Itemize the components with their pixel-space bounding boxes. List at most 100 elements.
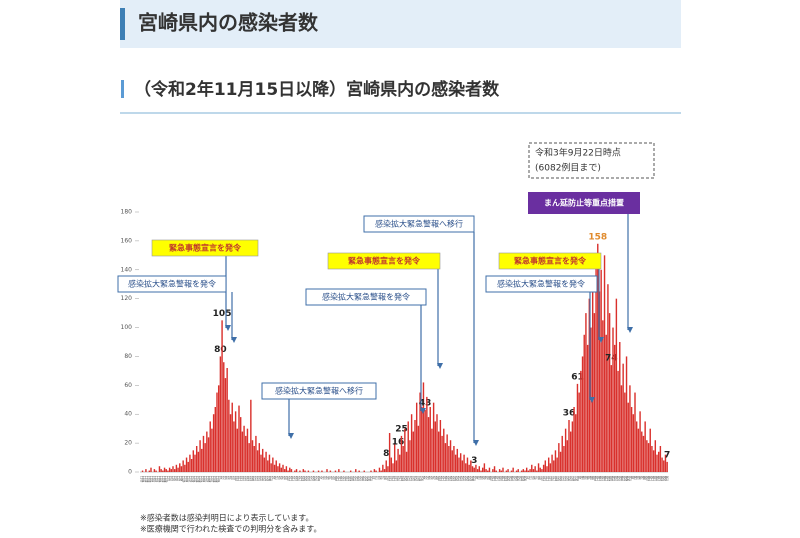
- bar: [402, 446, 404, 472]
- x-tick-label: 1/29: [266, 476, 269, 482]
- x-tick-label: 7/25: [566, 476, 569, 482]
- x-tick-label: 7/17: [552, 476, 555, 482]
- callout-box: [528, 192, 640, 214]
- bar: [458, 457, 460, 472]
- x-tick-label: 12/9: [180, 476, 183, 482]
- x-tick-label: 1/14: [241, 476, 244, 482]
- bar: [248, 443, 250, 472]
- bar: [258, 443, 261, 472]
- bar: [278, 463, 281, 472]
- bar: [170, 469, 173, 472]
- bar: [245, 435, 247, 472]
- bar: [646, 440, 648, 472]
- x-tick-label: 8/1: [578, 476, 581, 480]
- x-tick-label: 11/30: [165, 476, 168, 483]
- x-tick-label: 3/23: [356, 476, 359, 482]
- bar: [637, 428, 640, 472]
- x-tick-label: 2/26: [314, 476, 317, 482]
- x-tick-label: 12/2: [168, 476, 171, 482]
- bar: [608, 313, 611, 472]
- bar: [602, 320, 604, 472]
- bar: [605, 334, 607, 472]
- bar: [505, 470, 508, 472]
- note: ※医療機関で行われた検査での判明分を含みます。: [140, 524, 322, 534]
- x-tick-label: 2/1: [271, 476, 274, 480]
- callout-text: 緊急事態宣言を発令: [514, 256, 587, 266]
- x-tick-label: 12/14: [188, 476, 191, 483]
- bar: [448, 446, 450, 472]
- bar: [238, 405, 240, 472]
- bar: [195, 446, 198, 472]
- x-tick-label: 9/5: [637, 476, 640, 480]
- bar: [201, 448, 203, 472]
- bar: [635, 421, 638, 472]
- x-tick-label: 4/10: [386, 476, 389, 482]
- bar: [586, 344, 589, 472]
- x-tick-label: 2/10: [287, 476, 290, 482]
- bar: [317, 470, 320, 472]
- x-tick-label: 3/20: [351, 476, 354, 482]
- x-tick-label: 3/19: [349, 476, 352, 482]
- bar: [461, 460, 464, 472]
- bar: [223, 362, 225, 472]
- bar: [179, 463, 181, 472]
- bar: [334, 470, 337, 472]
- x-tick-label: 8/9: [591, 476, 594, 480]
- value-label: 36: [563, 409, 576, 419]
- x-tick-label: 5/14: [444, 476, 447, 482]
- bar: [663, 460, 665, 472]
- bar: [421, 407, 423, 472]
- bar: [250, 399, 252, 472]
- x-tick-label: 12/21: [200, 476, 203, 483]
- x-tick-label: 6/19: [505, 476, 508, 482]
- x-tick-label: 4/24: [410, 476, 413, 482]
- bar: [546, 466, 548, 472]
- x-tick-label: 12/3: [170, 476, 173, 482]
- x-tick-label: 11/27: [160, 476, 163, 483]
- bar: [287, 470, 289, 472]
- bar: [495, 470, 497, 472]
- x-tick-label: 9/11: [647, 476, 650, 482]
- x-tick-label: 3/26: [361, 476, 364, 482]
- bar: [598, 291, 601, 472]
- page-title: 宮崎県内の感染者数: [138, 11, 319, 35]
- x-tick-label: 6/12: [493, 476, 496, 482]
- y-tick-label: 180: [121, 209, 133, 216]
- bar: [268, 454, 271, 472]
- x-tick-label: 4/30: [420, 476, 423, 482]
- x-tick-label: 4/7: [381, 476, 384, 480]
- bar: [280, 467, 283, 472]
- x-tick-label: 4/17: [398, 476, 401, 482]
- x-tick-label: 6/1: [474, 476, 477, 480]
- x-tick-label: 4/14: [393, 476, 396, 482]
- bar: [202, 435, 205, 472]
- bar: [465, 463, 467, 472]
- bar: [500, 470, 503, 472]
- x-tick-label: 5/27: [466, 476, 469, 482]
- x-tick-label: 11/16: [141, 476, 144, 483]
- x-tick-label: 5/18: [451, 476, 454, 482]
- x-tick-label: 5/15: [446, 476, 449, 482]
- x-tick-label: 11/23: [153, 476, 156, 483]
- bar: [600, 269, 602, 472]
- bar: [612, 327, 614, 472]
- bar: [468, 464, 470, 472]
- bar: [641, 431, 643, 472]
- bar: [199, 440, 201, 472]
- value-label: 3: [471, 456, 477, 466]
- x-tick-label: 5/26: [464, 476, 467, 482]
- x-tick-label: 12/24: [205, 476, 208, 483]
- bar: [241, 431, 244, 472]
- bar: [476, 469, 479, 472]
- bar: [613, 344, 616, 472]
- bar: [226, 368, 228, 472]
- bar: [290, 469, 293, 472]
- x-tick-label: 6/7: [485, 476, 488, 480]
- x-tick-label: 9/21: [664, 476, 667, 482]
- bar: [515, 470, 518, 472]
- x-tick-label: 1/16: [244, 476, 247, 482]
- x-tick-label: 3/28: [364, 476, 367, 482]
- bar: [395, 460, 398, 472]
- bar: [659, 446, 662, 472]
- x-tick-label: 5/23: [459, 476, 462, 482]
